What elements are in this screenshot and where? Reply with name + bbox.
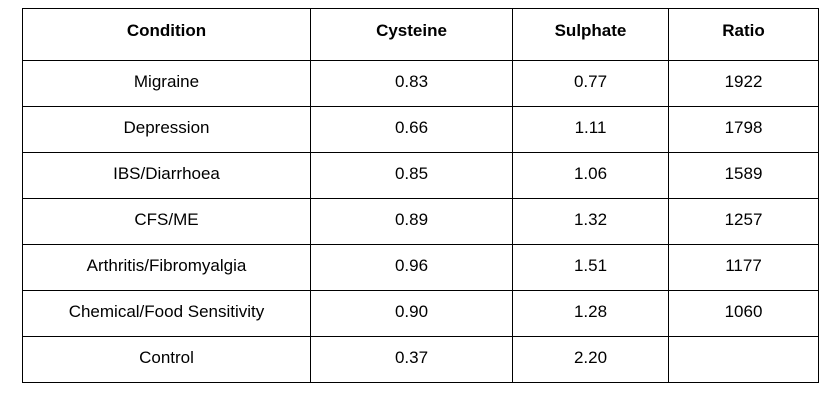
- cysteine-cell: 0.96: [310, 244, 513, 291]
- header-sulphate: Sulphate: [512, 8, 669, 61]
- cysteine-cell: 0.66: [310, 106, 513, 153]
- sulphate-cell: 0.77: [512, 60, 669, 107]
- header-cysteine: Cysteine: [310, 8, 513, 61]
- condition-cell: Migraine: [22, 60, 311, 107]
- ratio-cell: [668, 336, 819, 383]
- table-row: IBS/Diarrhoea 0.85 1.06 1589: [22, 152, 819, 199]
- table-row: Migraine 0.83 0.77 1922: [22, 60, 819, 107]
- sulphate-cell: 1.11: [512, 106, 669, 153]
- cysteine-cell: 0.90: [310, 290, 513, 337]
- condition-cell: Control: [22, 336, 311, 383]
- sulphate-cell: 1.51: [512, 244, 669, 291]
- cysteine-cell: 0.85: [310, 152, 513, 199]
- table-row: Chemical/Food Sensitivity 0.90 1.28 1060: [22, 290, 819, 337]
- sulphate-cell: 1.32: [512, 198, 669, 245]
- ratio-cell: 1177: [668, 244, 819, 291]
- condition-cell: CFS/ME: [22, 198, 311, 245]
- data-table: Condition Cysteine Sulphate Ratio Migrai…: [22, 8, 819, 383]
- cysteine-cell: 0.37: [310, 336, 513, 383]
- ratio-cell: 1060: [668, 290, 819, 337]
- condition-cell: Depression: [22, 106, 311, 153]
- header-row: Condition Cysteine Sulphate Ratio: [22, 8, 819, 61]
- table-row: CFS/ME 0.89 1.32 1257: [22, 198, 819, 245]
- sulphate-cell: 2.20: [512, 336, 669, 383]
- table-row: Arthritis/Fibromyalgia 0.96 1.51 1177: [22, 244, 819, 291]
- ratio-cell: 1798: [668, 106, 819, 153]
- cysteine-cell: 0.83: [310, 60, 513, 107]
- condition-cell: Arthritis/Fibromyalgia: [22, 244, 311, 291]
- ratio-cell: 1589: [668, 152, 819, 199]
- table-row: Depression 0.66 1.11 1798: [22, 106, 819, 153]
- table-row: Control 0.37 2.20: [22, 336, 819, 383]
- condition-cell: IBS/Diarrhoea: [22, 152, 311, 199]
- sulphate-cell: 1.28: [512, 290, 669, 337]
- sulphate-cell: 1.06: [512, 152, 669, 199]
- ratio-cell: 1257: [668, 198, 819, 245]
- header-ratio: Ratio: [668, 8, 819, 61]
- condition-cell: Chemical/Food Sensitivity: [22, 290, 311, 337]
- ratio-cell: 1922: [668, 60, 819, 107]
- header-condition: Condition: [22, 8, 311, 61]
- cysteine-cell: 0.89: [310, 198, 513, 245]
